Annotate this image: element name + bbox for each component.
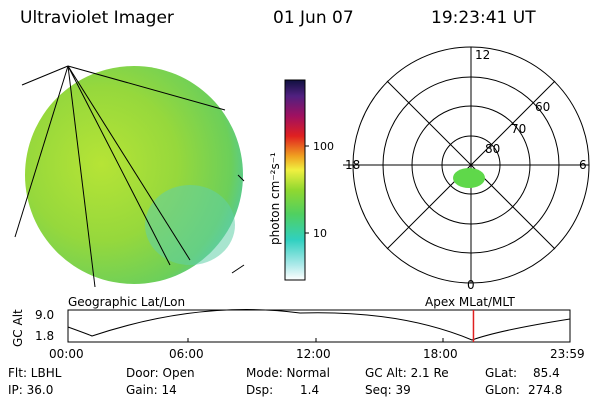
meridian-lines — [14, 65, 245, 288]
status-dsp-value: 1.4 — [300, 383, 320, 397]
xtick-4: 23:59 — [550, 347, 585, 361]
status-mode: Mode: Normal — [246, 366, 330, 380]
date-label: 01 Jun 07 — [273, 8, 354, 28]
alt-ylabel: GC Alt — [11, 309, 25, 347]
mlt-label-6: 6 — [579, 158, 587, 172]
status-ip: IP: 36.0 — [8, 383, 54, 397]
polar-label: Apex MLat/MLT — [425, 295, 515, 309]
lat-label-60: 60 — [535, 100, 550, 114]
xtick-0: 00:00 — [49, 347, 84, 361]
status-door: Door: Open — [126, 366, 195, 380]
status-glon-value: 274.8 — [528, 383, 563, 397]
status-gc-alt: GC Alt: 2.1 Re — [365, 366, 449, 380]
xtick-3: 18:00 — [423, 347, 458, 361]
lat-label-80: 80 — [485, 142, 500, 156]
time-label: 19:23:41 UT — [431, 8, 536, 28]
mlt-label-18: 18 — [345, 158, 360, 172]
aurora-blob — [453, 168, 485, 188]
colorbar: 100 10 photon cm⁻²s⁻¹ — [268, 79, 334, 281]
geographic-image — [14, 65, 245, 288]
mlt-label-0: 0 — [467, 278, 475, 292]
status-seq: Seq: 39 — [365, 383, 411, 397]
mlt-label-12: 12 — [475, 48, 490, 62]
status-filter: Flt: LBHL — [8, 366, 62, 380]
polar-plot: 12 18 6 0 60 70 80 — [343, 46, 590, 292]
status-glon-label: GLon: — [485, 383, 520, 397]
geographic-label: Geographic Lat/Lon — [68, 295, 186, 309]
alt-ytick-1.8: 1.8 — [35, 329, 54, 343]
altitude-plot: 9.0 1.8 GC Alt — [11, 308, 571, 347]
colorbar-label: photon cm⁻²s⁻¹ — [268, 152, 282, 245]
colorbar-tick-10: 10 — [313, 227, 327, 240]
status-gain: Gain: 14 — [126, 383, 177, 397]
status-dsp-label: Dsp: — [246, 383, 274, 397]
status-glat-label: GLat: — [485, 366, 518, 380]
lat-label-70: 70 — [511, 122, 526, 136]
altitude-curve — [67, 309, 571, 341]
window-title: Ultraviolet Imager — [20, 8, 174, 28]
status-glat-value: 85.4 — [533, 366, 560, 380]
alt-ytick-9: 9.0 — [35, 308, 54, 322]
colorbar-tick-100: 100 — [313, 140, 334, 153]
xtick-1: 06:00 — [169, 347, 204, 361]
xtick-2: 12:00 — [296, 347, 331, 361]
